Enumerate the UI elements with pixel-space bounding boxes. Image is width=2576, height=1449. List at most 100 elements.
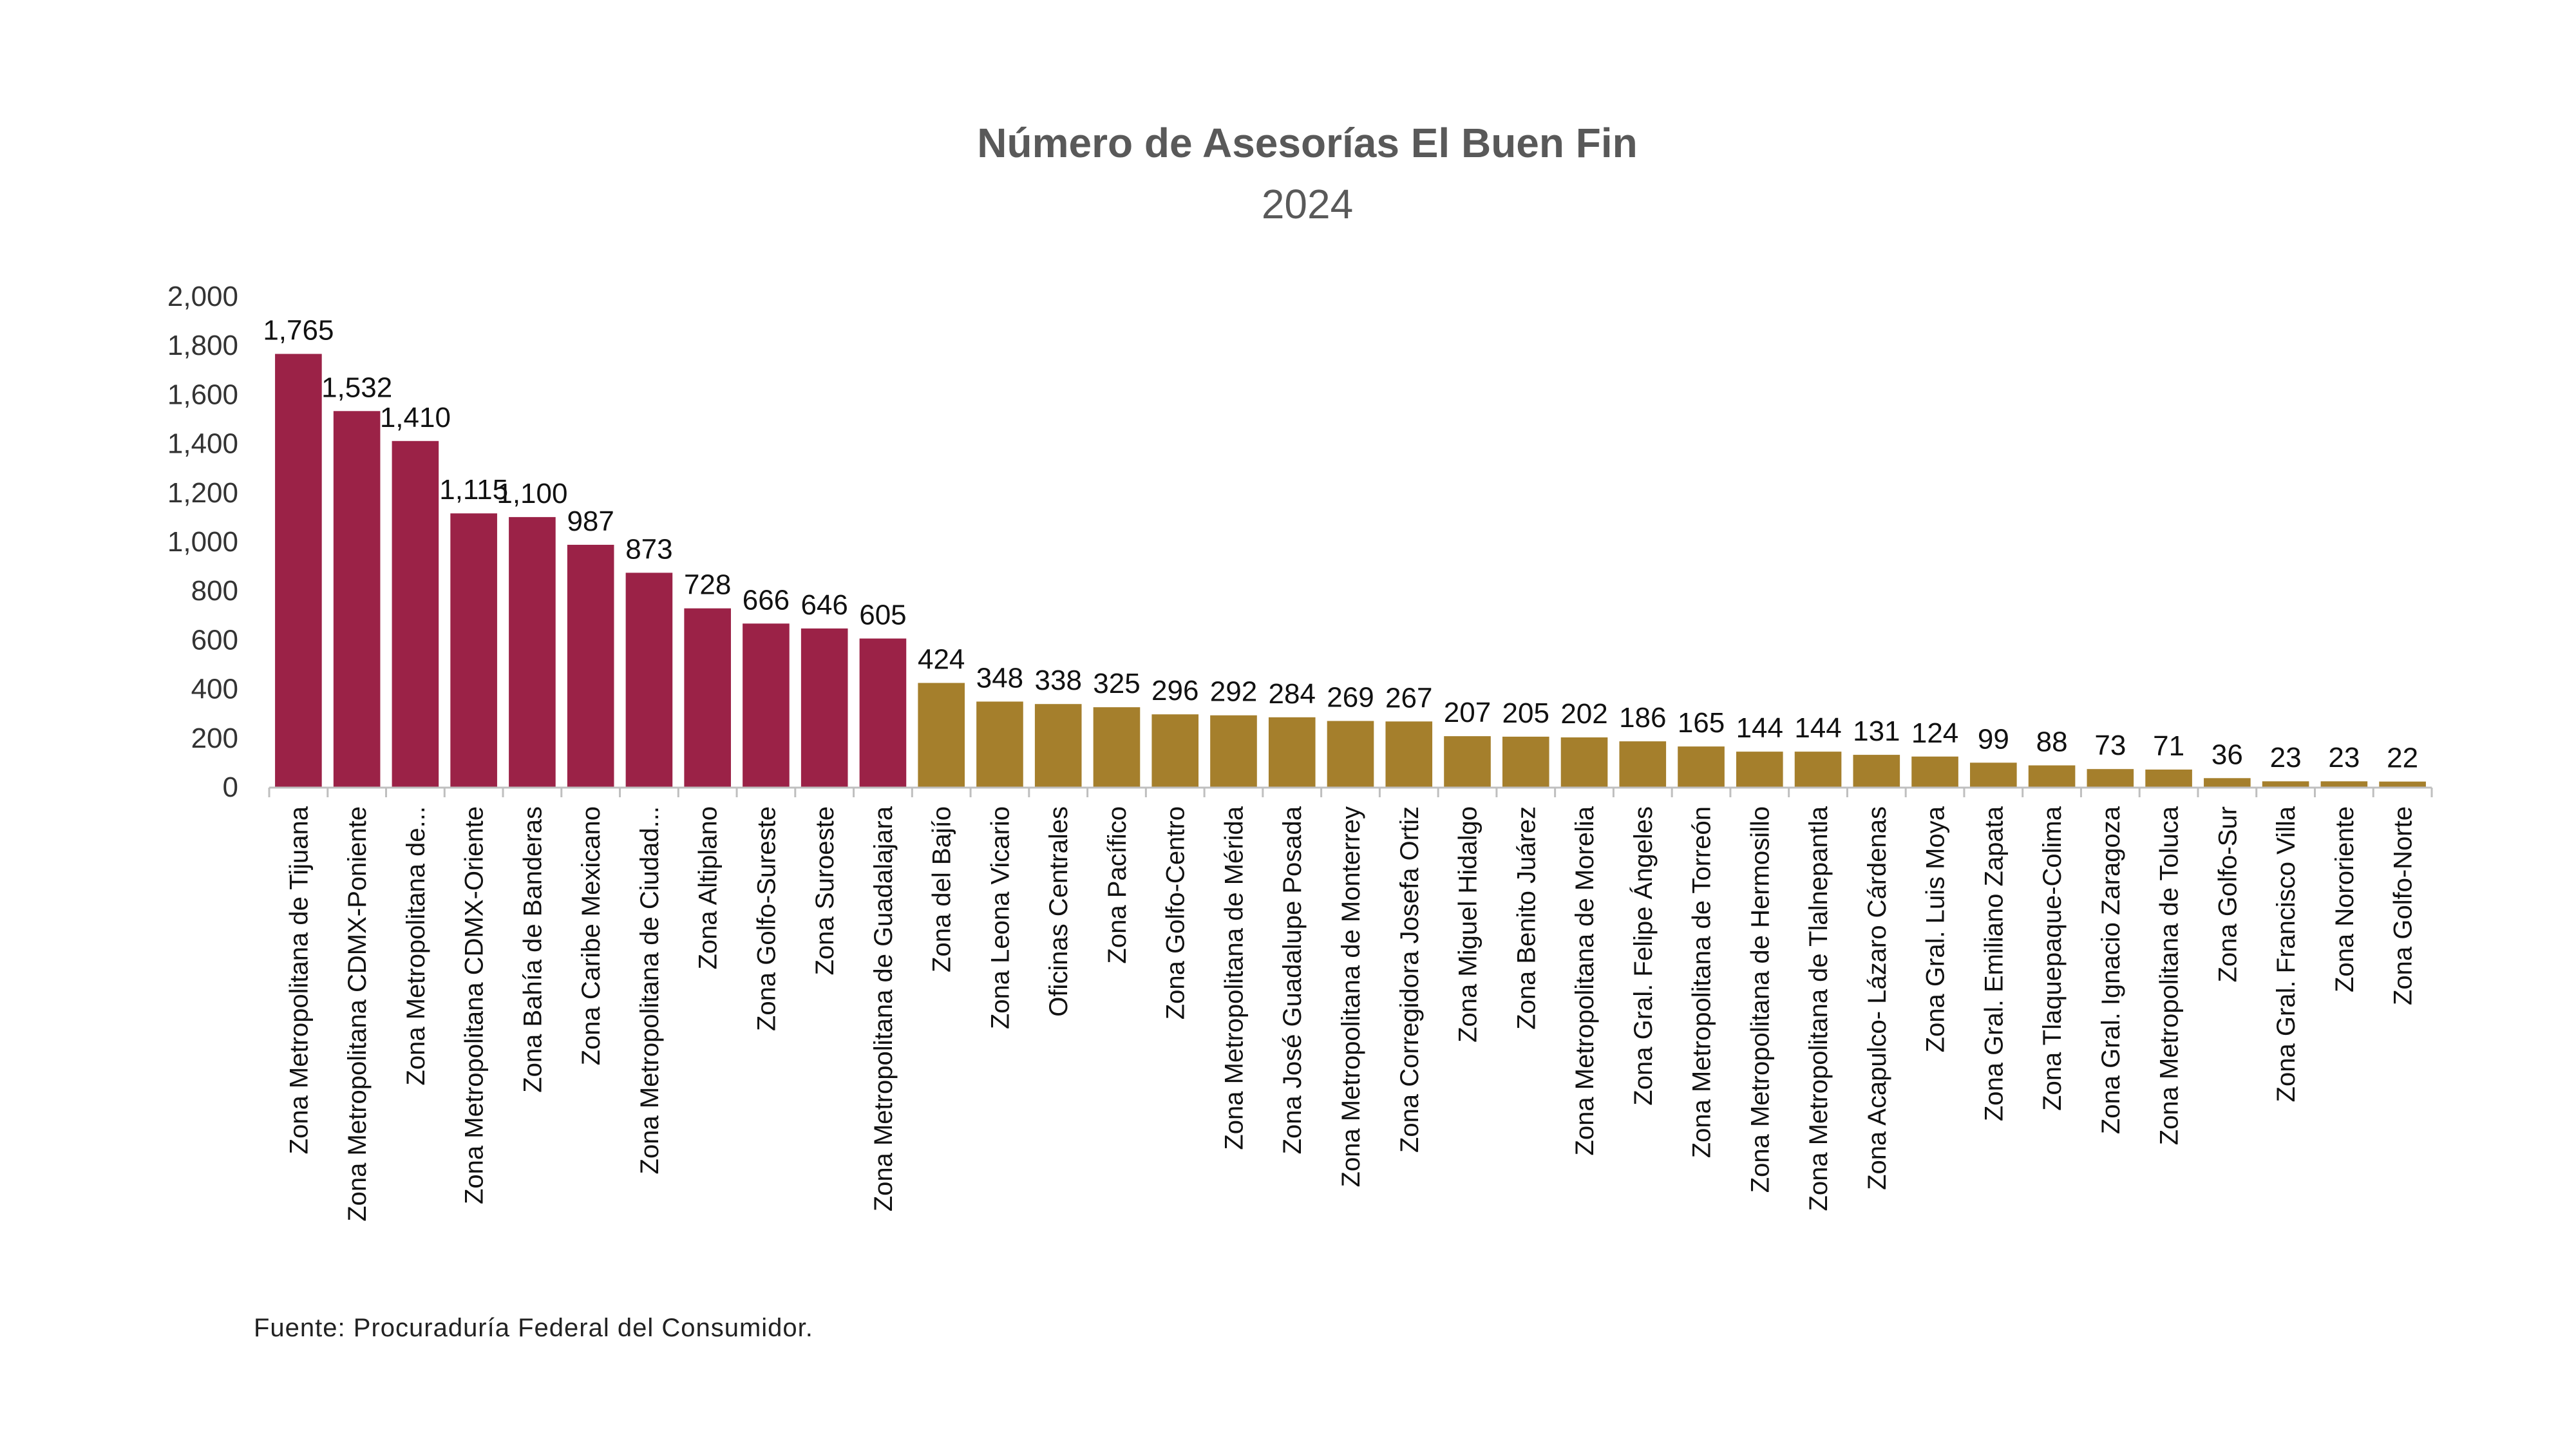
data-label: 36 [2211,739,2243,770]
bar [1210,715,1257,787]
x-tick-label: Zona Caribe Mexicano [577,806,605,1065]
x-tick-label: Zona Gral. Francisco Villa [2272,806,2300,1102]
data-label: 873 [625,533,672,565]
data-label: 1,410 [380,402,451,433]
y-tick-label: 0 [223,772,238,803]
data-label: 1,100 [497,478,567,509]
bar [1502,736,1549,787]
data-label: 987 [567,506,614,537]
bar [2145,769,2192,787]
data-label: 424 [918,643,965,675]
x-tick-label: Zona Golfo-Sur [2213,806,2242,982]
bar [1619,741,1667,787]
bar [684,608,731,787]
bar [509,516,556,787]
data-label: 325 [1093,668,1140,699]
x-tick-label: Zona Metropolitana de Tijuana [285,806,313,1154]
bar [567,544,614,787]
data-label: 186 [1619,702,1666,734]
y-tick-label: 800 [191,575,238,607]
x-tick-label: Zona Metropolitana CDMX-Poniente [343,806,372,1222]
x-tick-label: Zona Golfo-Norte [2389,806,2418,1005]
x-tick-label: Zona Metropolitana de Toluca [2155,806,2184,1145]
chart-title: Número de Asesorías El Buen Fin [977,120,1638,166]
category-labels: Zona Metropolitana de Tijuana Zona Metrop… [285,806,2417,1222]
data-label: 1,115 [439,474,508,506]
x-tick-label: Zona Golfo-Centro [1162,806,1190,1019]
bar [2262,781,2309,787]
y-tick-label: 1,000 [167,526,238,558]
x-axis [268,786,2433,797]
bar [1678,746,1725,787]
data-label: 348 [976,662,1023,694]
y-tick-label: 2,000 [167,281,238,312]
x-tick-label: Zona Altiplano [694,806,723,970]
x-tick-label: Zona Metropolitana de Monterrey [1337,806,1365,1187]
x-tick-label: Oficinas Centrales [1045,806,1073,1017]
bar [1560,737,1608,787]
bars [275,354,2426,787]
bar [2204,778,2251,787]
data-label: 131 [1853,715,1900,747]
x-tick-label: Zona Miguel Hidalgo [1454,806,1482,1043]
bar [1444,736,1491,787]
data-label: 23 [2328,742,2360,773]
data-label: 284 [1269,678,1316,710]
y-tick-label: 200 [191,723,238,754]
data-label: 269 [1327,682,1374,714]
data-label: 267 [1385,682,1432,714]
data-label: 144 [1794,712,1841,744]
data-label: 728 [684,569,731,601]
x-tick-label: Zona Metropolitana de Tlalnepantla [1804,806,1833,1211]
x-tick-label: Zona Nororiente [2331,806,2359,992]
bar [976,701,1023,787]
data-label: 202 [1560,698,1607,730]
bar [1911,756,1958,787]
x-tick-label: Zona Golfo-Sureste [752,806,781,1031]
data-label: 23 [2270,742,2302,773]
bar [800,628,848,787]
bar [2028,765,2076,787]
x-tick-label: Zona Tlaquepaque-Colima [2038,806,2067,1111]
x-tick-label: Zona Benito Juárez [1512,806,1540,1030]
bar [392,440,439,787]
x-tick-label: Zona Gral. Ignacio Zaragoza [2097,806,2125,1134]
x-tick-label: Zona Acapulco- Lázaro Cárdenas [1863,806,1891,1190]
bar [625,573,673,787]
data-label: 646 [800,589,848,621]
x-tick-label: Zona Metropolitana de Mérida [1220,806,1248,1150]
x-tick-label: Zona Suroeste [811,806,839,975]
data-label: 22 [2387,743,2418,774]
bar [2087,769,2134,787]
bar [1970,762,2017,787]
y-axis: 0 200 400 600 800 1,000 1,200 1,400 1,600 1,800 2,… [167,281,238,803]
bar [2320,781,2368,787]
x-tick-label: Zona Metropolitana de... [402,806,430,1086]
bar [1327,721,1374,787]
chart-subtitle: 2024 [1261,181,1354,227]
bar [1853,755,1900,787]
bar [1385,721,1433,787]
x-tick-label: Zona Leona Vicario [986,806,1014,1029]
bar [859,638,907,787]
y-tick-label: 600 [191,624,238,656]
data-label: 1,765 [263,315,334,346]
x-tick-label: Zona Metropolitana de Hermosillo [1746,806,1774,1193]
data-label: 165 [1678,707,1725,739]
data-label: 71 [2153,730,2184,762]
data-label: 144 [1736,712,1783,744]
x-tick-label: Zona Metropolitana de Morelia [1571,806,1599,1155]
bar [1736,752,1783,787]
y-tick-label: 400 [191,674,238,705]
data-label: 99 [1978,723,2009,755]
bar [1034,704,1082,787]
x-tick-label: Zona Corregidora Josefa Ortiz [1396,806,1424,1153]
x-tick-label: Zona del Bajío [928,806,956,972]
bar [450,513,497,787]
x-tick-label: Zona Pacífico [1103,806,1132,964]
bar [1151,714,1199,787]
data-label: 205 [1502,697,1549,729]
data-label: 1,532 [321,372,392,403]
